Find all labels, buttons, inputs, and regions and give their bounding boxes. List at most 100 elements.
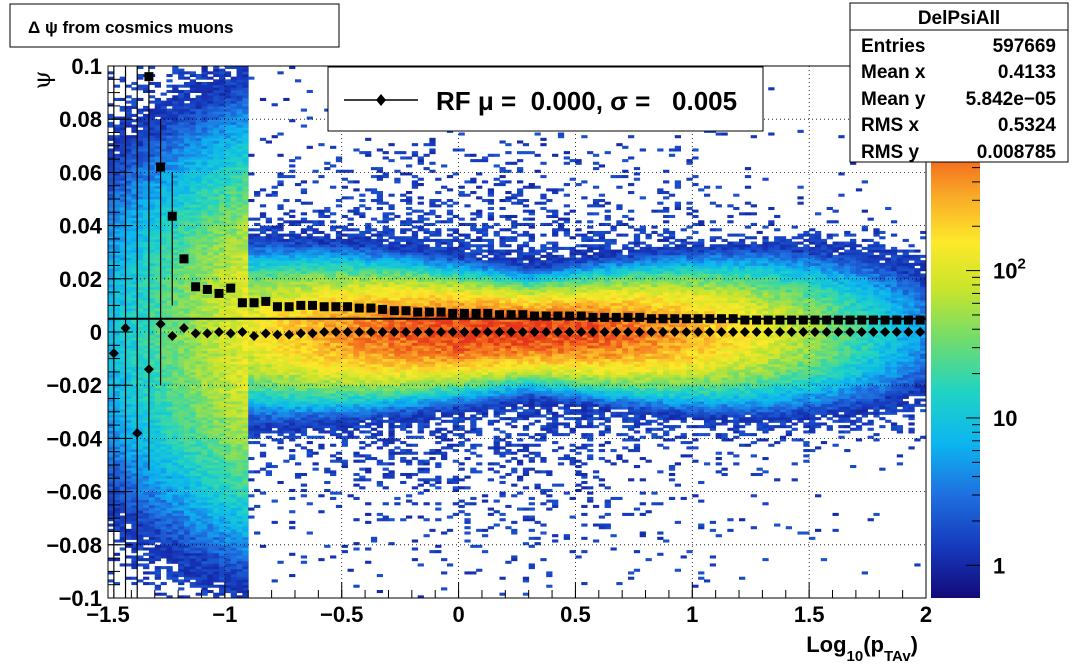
heatmap-cell <box>172 105 179 109</box>
heatmap-cell <box>113 390 121 394</box>
heatmap-cell <box>125 411 132 415</box>
heatmap-cell <box>224 502 232 506</box>
heatmap-cell <box>172 132 179 136</box>
heatmap-cell <box>189 222 197 226</box>
heatmap-cell <box>143 164 150 168</box>
heatmap-cell <box>230 260 237 264</box>
heatmap-cell <box>213 451 220 455</box>
heatmap-cell <box>195 206 202 211</box>
heatmap-cell <box>183 324 191 328</box>
heatmap-cell <box>201 433 208 437</box>
heatmap-cell <box>166 262 173 266</box>
heatmap-cell <box>189 510 197 514</box>
heatmap-cell <box>131 222 138 226</box>
heatmap-cell <box>242 201 249 205</box>
heatmap-cell <box>178 329 185 333</box>
heatmap-cell <box>242 590 249 594</box>
heatmap-cell <box>219 555 226 559</box>
heatmap-cell <box>236 135 243 139</box>
heatmap-cell <box>242 355 249 359</box>
heatmap-cell <box>248 366 255 370</box>
heatmap-cell <box>242 536 249 540</box>
heatmap-cell <box>195 76 202 80</box>
heatmap-cell <box>230 387 237 391</box>
heatmap-cell <box>213 300 220 304</box>
heatmap-cell <box>189 172 197 176</box>
heatmap-cell <box>213 257 220 261</box>
heatmap-cell <box>213 345 220 349</box>
heatmap-cell <box>224 292 232 296</box>
heatmap-cell <box>154 294 161 298</box>
heatmap-cell <box>172 97 179 101</box>
heatmap-cell <box>189 534 197 538</box>
heatmap-cell <box>119 499 126 503</box>
heatmap-cell <box>201 260 208 264</box>
heatmap-cell <box>189 121 197 125</box>
heatmap-cell <box>242 560 249 564</box>
heatmap-cell <box>119 480 126 485</box>
heatmap-cell <box>265 329 272 333</box>
heatmap-cell <box>143 204 150 208</box>
heatmap-cell <box>131 542 138 546</box>
heatmap-cell <box>213 334 220 338</box>
heatmap-cell <box>224 201 232 205</box>
heatmap-cell <box>154 406 161 410</box>
heatmap-cell <box>113 520 121 524</box>
heatmap-cell <box>248 308 255 312</box>
heatmap-cell <box>160 185 167 189</box>
heatmap-cell <box>154 180 161 184</box>
heatmap-cell <box>277 337 284 341</box>
heatmap-cell <box>189 363 197 367</box>
heatmap-cell <box>213 84 220 88</box>
heatmap-cell <box>160 233 167 237</box>
heatmap-cell <box>154 230 161 234</box>
heatmap-cell <box>189 175 197 179</box>
heatmap-cell <box>137 332 144 336</box>
heatmap-cell <box>119 310 126 314</box>
heatmap-cell <box>108 183 115 187</box>
heatmap-cell <box>160 318 167 322</box>
heatmap-cell <box>230 454 237 458</box>
heatmap-cell <box>219 502 226 506</box>
heatmap-cell <box>224 544 232 548</box>
heatmap-cell <box>195 358 202 362</box>
heatmap-cell <box>265 470 272 474</box>
heatmap-cell <box>108 446 115 450</box>
heatmap-cell <box>224 324 232 328</box>
heatmap-cell <box>201 66 208 70</box>
heatmap-cell <box>236 95 243 99</box>
heatmap-cell <box>148 467 156 471</box>
heatmap-cell <box>131 409 138 413</box>
heatmap-cell <box>178 531 185 535</box>
heatmap-cell <box>254 321 261 325</box>
heatmap-cell <box>131 414 138 418</box>
heatmap-cell <box>137 265 144 269</box>
heatmap-cell <box>178 494 185 498</box>
heatmap-cell <box>213 393 220 397</box>
heatmap-cell <box>195 268 202 272</box>
heatmap-cell <box>172 528 179 532</box>
heatmap-cell <box>178 206 185 211</box>
heatmap-cell <box>131 393 138 397</box>
heatmap-cell <box>119 339 126 344</box>
heatmap-cell <box>125 507 132 511</box>
heatmap-cell <box>236 371 243 375</box>
heatmap-cell <box>201 342 208 346</box>
heatmap-cell <box>113 374 121 378</box>
heatmap-cell <box>113 494 121 498</box>
heatmap-cell <box>283 414 290 418</box>
heatmap-cell <box>201 225 208 229</box>
heatmap-cell <box>113 449 121 453</box>
heatmap-cell <box>166 300 173 304</box>
heatmap-cell <box>277 310 284 314</box>
heatmap-cell <box>154 547 161 551</box>
heatmap-cell <box>166 425 173 429</box>
heatmap-cell <box>137 438 144 442</box>
heatmap-cell <box>172 302 179 306</box>
heatmap-cell <box>254 244 261 248</box>
heatmap-cell <box>236 68 243 72</box>
heatmap-cell <box>242 534 249 538</box>
heatmap-cell <box>148 518 156 522</box>
heatmap-cell <box>113 241 121 245</box>
heatmap-cell <box>137 496 144 500</box>
